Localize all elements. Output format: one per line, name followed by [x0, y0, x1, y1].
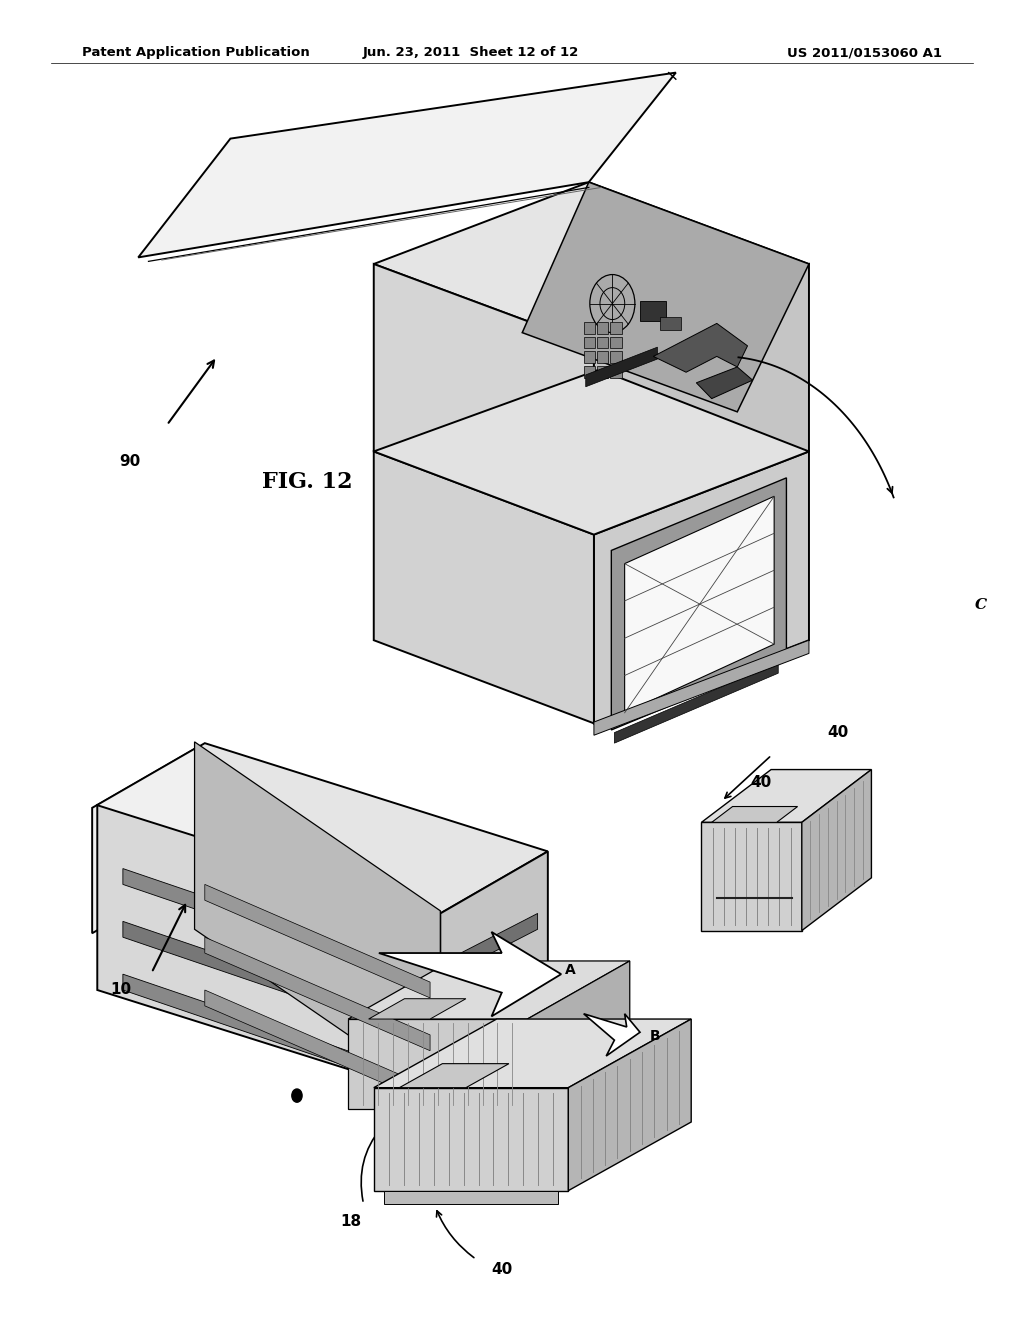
- Polygon shape: [379, 932, 561, 1016]
- Polygon shape: [374, 264, 594, 535]
- Bar: [610, 366, 622, 378]
- Polygon shape: [701, 770, 871, 822]
- Polygon shape: [425, 966, 538, 1040]
- Polygon shape: [701, 822, 802, 931]
- Polygon shape: [611, 478, 786, 730]
- Text: B: B: [650, 1030, 660, 1043]
- Polygon shape: [138, 73, 676, 257]
- Polygon shape: [205, 937, 430, 1051]
- Text: FIG. 12: FIG. 12: [262, 471, 352, 492]
- Polygon shape: [584, 1014, 640, 1056]
- Text: Patent Application Publication: Patent Application Publication: [82, 46, 309, 59]
- Bar: [597, 337, 608, 348]
- Polygon shape: [527, 961, 630, 1109]
- Polygon shape: [374, 1019, 691, 1088]
- Bar: [597, 366, 608, 378]
- Text: 90: 90: [120, 454, 140, 470]
- Polygon shape: [802, 770, 871, 931]
- Polygon shape: [123, 921, 425, 1040]
- Bar: [584, 322, 595, 334]
- Polygon shape: [614, 663, 778, 743]
- Bar: [597, 351, 608, 363]
- Text: US 2011/0153060 A1: US 2011/0153060 A1: [787, 46, 942, 59]
- Polygon shape: [205, 990, 430, 1104]
- Circle shape: [292, 1089, 302, 1102]
- Bar: [660, 317, 681, 330]
- Polygon shape: [653, 323, 748, 372]
- Bar: [610, 322, 622, 334]
- Polygon shape: [123, 869, 425, 987]
- Bar: [610, 351, 622, 363]
- Polygon shape: [374, 182, 809, 346]
- Text: A: A: [565, 964, 575, 977]
- Polygon shape: [440, 851, 548, 1098]
- Bar: [640, 301, 666, 321]
- Polygon shape: [92, 746, 200, 933]
- Polygon shape: [625, 496, 774, 713]
- Polygon shape: [374, 451, 594, 723]
- Polygon shape: [594, 264, 809, 535]
- Polygon shape: [348, 1019, 527, 1109]
- Bar: [610, 337, 622, 348]
- Polygon shape: [522, 182, 809, 412]
- Bar: [597, 322, 608, 334]
- Text: 18: 18: [341, 1213, 361, 1229]
- Text: C: C: [975, 598, 987, 611]
- Polygon shape: [425, 913, 538, 987]
- Text: Jun. 23, 2011  Sheet 12 of 12: Jun. 23, 2011 Sheet 12 of 12: [362, 46, 580, 59]
- Polygon shape: [696, 367, 753, 399]
- Text: 40: 40: [751, 775, 771, 791]
- Polygon shape: [374, 370, 809, 535]
- Polygon shape: [399, 1064, 509, 1088]
- Polygon shape: [594, 640, 809, 735]
- Bar: [584, 337, 595, 348]
- Polygon shape: [205, 884, 430, 998]
- Polygon shape: [425, 1019, 538, 1093]
- Polygon shape: [384, 1191, 558, 1204]
- Bar: [584, 366, 595, 378]
- Polygon shape: [568, 1019, 691, 1191]
- Polygon shape: [195, 742, 440, 1098]
- Text: 40: 40: [492, 1262, 512, 1278]
- Text: 10: 10: [111, 982, 131, 998]
- Polygon shape: [374, 1088, 568, 1191]
- Polygon shape: [348, 961, 630, 1019]
- Polygon shape: [594, 451, 809, 723]
- Bar: [584, 351, 595, 363]
- Text: 40: 40: [827, 725, 848, 741]
- Polygon shape: [712, 807, 798, 822]
- Polygon shape: [97, 743, 548, 913]
- Polygon shape: [123, 974, 425, 1093]
- Polygon shape: [97, 805, 440, 1098]
- Polygon shape: [586, 347, 657, 387]
- Polygon shape: [369, 999, 466, 1019]
